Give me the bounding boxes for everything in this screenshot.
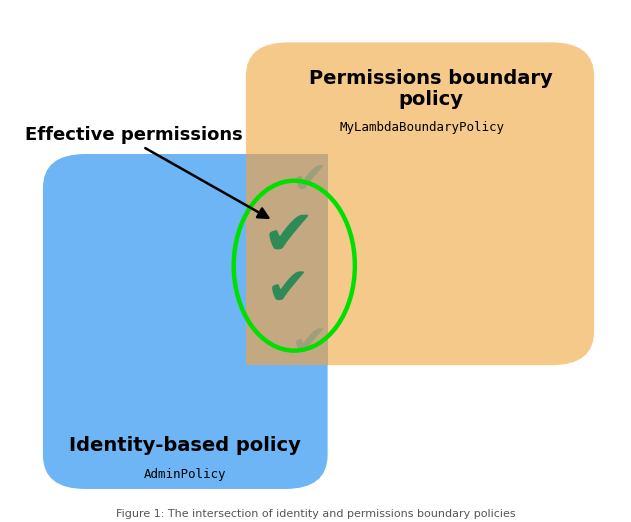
Text: Effective permissions: Effective permissions: [25, 126, 242, 144]
FancyBboxPatch shape: [246, 154, 327, 365]
Text: Permissions boundary
policy: Permissions boundary policy: [309, 69, 553, 109]
Text: Identity-based policy: Identity-based policy: [69, 436, 301, 455]
FancyBboxPatch shape: [43, 154, 327, 489]
Text: Figure 1: The intersection of identity and permissions boundary policies: Figure 1: The intersection of identity a…: [115, 509, 516, 519]
Text: ✔: ✔: [291, 322, 328, 365]
Text: ✔: ✔: [291, 159, 328, 202]
Text: AdminPolicy: AdminPolicy: [144, 468, 227, 481]
Text: ✔: ✔: [261, 206, 315, 268]
FancyBboxPatch shape: [246, 42, 594, 365]
Text: MyLambdaBoundaryPolicy: MyLambdaBoundaryPolicy: [339, 121, 504, 134]
Text: ✔: ✔: [266, 264, 310, 316]
